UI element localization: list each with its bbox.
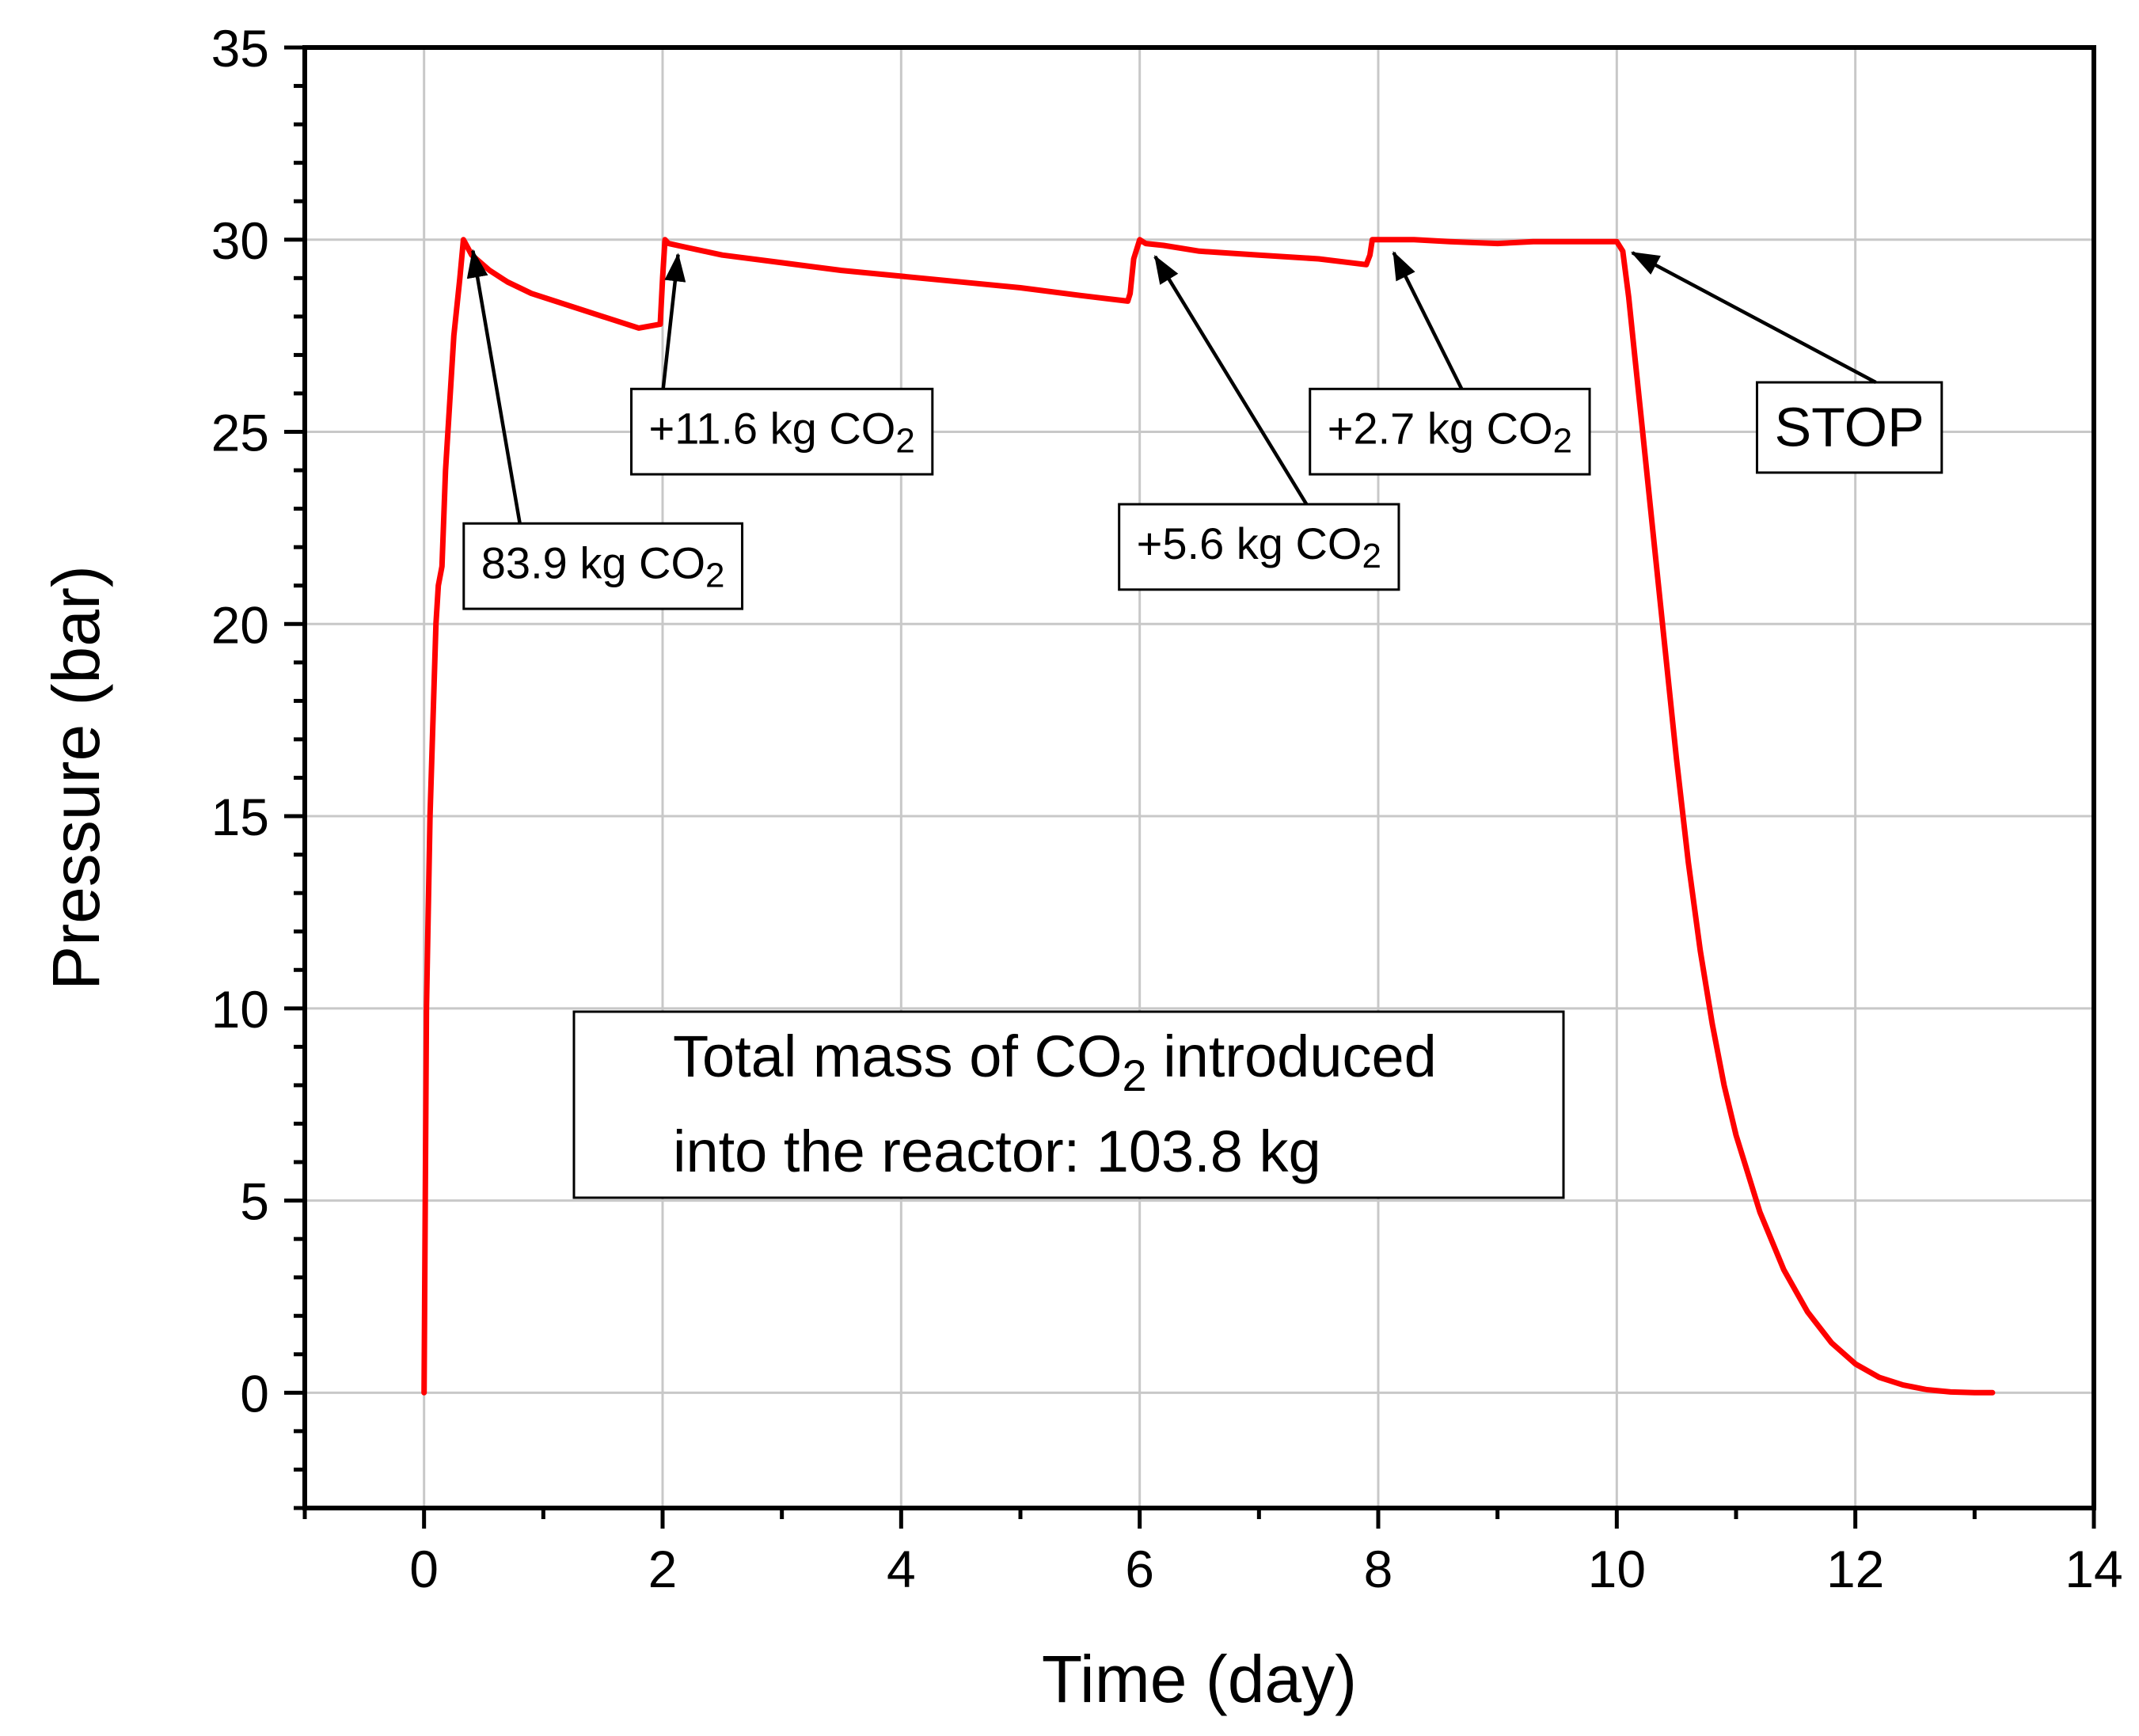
annotation-box-a2	[630, 387, 934, 476]
x-tick-label-8: 8	[1364, 1540, 1393, 1598]
annotation-label-a4: +2.7 kg CO2	[1328, 403, 1572, 460]
annotation-subscript-a1: 2	[705, 556, 724, 594]
info-box-line-2: into the reactor: 103.8 kg	[673, 1119, 1321, 1184]
x-tick-label-2: 2	[648, 1540, 678, 1598]
annotation-text-a4: +2.7 kg CO	[1328, 403, 1553, 453]
y-tick-label-25: 25	[211, 404, 269, 462]
y-tick-label-15: 15	[211, 788, 269, 846]
annotation-a2: +11.6 kg CO2	[630, 253, 934, 476]
y-tick-label-10: 10	[211, 980, 269, 1039]
annotation-label-a5: STOP	[1774, 397, 1924, 458]
annotation-box-a3	[1118, 503, 1400, 591]
annotation-arrow-a5	[1630, 251, 1877, 384]
annotation-a4: +2.7 kg CO2	[1309, 251, 1591, 476]
y-tick-label-30: 30	[211, 211, 269, 270]
annotation-a3: +5.6 kg CO2	[1118, 255, 1400, 591]
tick-labels: 0 2 4 6 8 10 12 14 0 5 10 15 20 25 30 35	[211, 19, 2123, 1598]
y-tick-label-35: 35	[211, 19, 269, 78]
x-tick-label-14: 14	[2065, 1540, 2122, 1598]
info-box-frame	[572, 1010, 1565, 1199]
x-tick-label-6: 6	[1125, 1540, 1154, 1598]
annotation-box-a4	[1309, 387, 1591, 476]
y-axis-title: Pressure (bar)	[39, 565, 113, 990]
annotation-arrow-a3	[1153, 255, 1309, 506]
annotation-a1: 83.9 kg CO2	[462, 249, 744, 610]
annotation-box-a1	[462, 522, 744, 610]
annotation-label-a1: 83.9 kg CO2	[481, 538, 725, 594]
annotation-text-a3: +5.6 kg CO	[1137, 519, 1362, 568]
annotation-arrow-a4	[1392, 251, 1464, 390]
y-tick-label-0: 0	[240, 1364, 269, 1423]
info-line1-sub: 2	[1123, 1050, 1147, 1100]
annotation-subscript-a3: 2	[1362, 537, 1381, 576]
annotation-text-a2: +11.6 kg CO	[649, 403, 896, 453]
x-tick-label-0: 0	[409, 1540, 439, 1598]
annotation-box-a5	[1755, 381, 1943, 474]
annotation-a5: STOP	[1630, 251, 1943, 474]
annotations-layer: 83.9 kg CO2+11.6 kg CO2+5.6 kg CO2+2.7 k…	[462, 249, 1943, 610]
x-tick-label-12: 12	[1826, 1540, 1884, 1598]
info-box-line-1: Total mass of CO2 introduced	[673, 1024, 1437, 1100]
annotation-label-a2: +11.6 kg CO2	[649, 403, 915, 460]
x-tick-label-10: 10	[1588, 1540, 1646, 1598]
info-line1-pre: Total mass of CO	[673, 1024, 1123, 1089]
annotation-text-a1: 83.9 kg CO	[481, 538, 705, 587]
x-tick-label-4: 4	[887, 1540, 916, 1598]
annotation-arrow-a2	[661, 253, 686, 389]
annotation-subscript-a2: 2	[895, 421, 914, 460]
annotation-text-a5: STOP	[1774, 397, 1924, 458]
y-tick-label-5: 5	[240, 1172, 269, 1231]
annotation-subscript-a4: 2	[1553, 421, 1572, 460]
x-axis-title: Time (day)	[1042, 1642, 1357, 1716]
info-line1-post: introduced	[1147, 1024, 1437, 1089]
annotation-arrow-a1	[466, 249, 522, 524]
total-mass-info-box: Total mass of CO2 introduced into the re…	[572, 1010, 1565, 1199]
y-tick-label-20: 20	[211, 595, 269, 654]
annotation-label-a3: +5.6 kg CO2	[1137, 519, 1381, 576]
tick-marks	[284, 45, 2096, 1529]
